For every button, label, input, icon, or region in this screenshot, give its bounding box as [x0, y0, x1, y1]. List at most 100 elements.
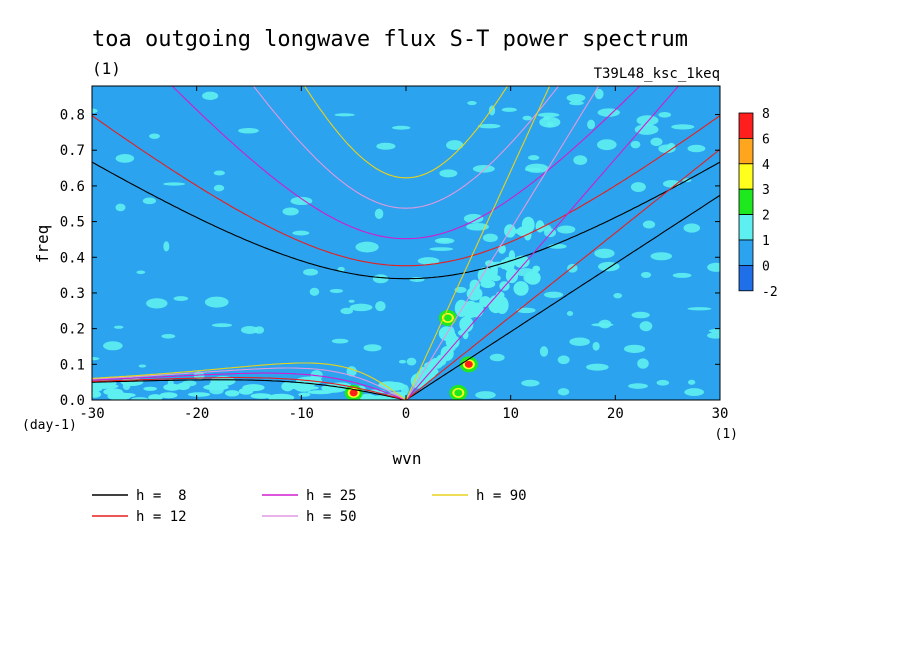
field-patch — [146, 298, 168, 309]
field-patch — [557, 225, 576, 234]
field-patch — [630, 182, 646, 193]
rossby-curve-h90 — [92, 362, 407, 400]
field-patch — [569, 100, 584, 106]
field-patch — [522, 115, 532, 121]
field-patch — [439, 169, 458, 178]
field-patch — [417, 371, 429, 386]
field-patch — [417, 257, 440, 265]
title-unit: (1) — [92, 59, 121, 78]
x-tick-label: 30 — [712, 406, 729, 422]
legend-label: h = 90 — [476, 488, 527, 504]
field-patch — [131, 397, 149, 400]
x-tick-label: -20 — [184, 406, 209, 422]
field-patch — [204, 296, 229, 308]
field-patch — [613, 292, 623, 299]
field-patch — [447, 326, 456, 345]
field-patch — [138, 364, 147, 368]
kelvin-curve-h12 — [405, 148, 720, 400]
field-patch — [639, 321, 653, 332]
field-patch — [143, 386, 157, 391]
field-patch — [187, 392, 211, 397]
field-patch — [637, 358, 649, 369]
colorbar-label: 6 — [762, 132, 770, 147]
field-patch — [429, 247, 454, 251]
x-axis: -30 -20 -10 0 10 20 30 — [79, 86, 728, 422]
x-axis-label: wvn — [393, 449, 422, 468]
field-patch — [92, 391, 102, 398]
field-patch — [672, 272, 692, 278]
y-unit-label: (day-1) — [22, 418, 77, 433]
field-patch — [113, 325, 124, 329]
inertia-gravity-curve-h90 — [303, 86, 509, 179]
colorbar-swatch — [738, 163, 754, 190]
field-patch — [115, 203, 126, 212]
field-patch — [463, 213, 484, 224]
field-patch — [392, 125, 411, 130]
rossby-curve-h12 — [92, 377, 407, 400]
inertia-gravity-curve-h8 — [92, 161, 720, 280]
field-patch — [477, 123, 501, 129]
field-patch — [334, 113, 355, 117]
field-patch — [446, 140, 464, 150]
field-patch — [92, 108, 98, 114]
field-patch — [238, 127, 259, 134]
field-patch — [505, 268, 519, 284]
field-patch — [224, 390, 240, 397]
field-patch — [210, 376, 236, 386]
field-patch — [586, 363, 609, 371]
colorbar-label: -2 — [762, 285, 778, 300]
field-patch — [640, 271, 652, 279]
field-patch — [587, 119, 596, 130]
field-patch — [707, 262, 720, 272]
colorbar-swatch — [738, 264, 754, 292]
colorbar-label: 2 — [762, 209, 770, 224]
legend-label: h = 50 — [306, 509, 357, 525]
run-label: T39L48_ksc_1keq — [594, 66, 720, 82]
legend: h = 8 h = 12 h = 25 h = 50 h = 90 — [92, 488, 527, 525]
field-patch — [159, 392, 178, 399]
field-patch — [495, 299, 504, 309]
field-patch — [307, 390, 333, 395]
colorbar-swatch — [738, 188, 754, 215]
field-patch — [298, 392, 311, 397]
chart-title: toa outgoing longwave flux S-T power spe… — [92, 27, 688, 52]
colorbar-swatch — [738, 137, 754, 165]
field-patch — [472, 164, 495, 173]
field-patch — [475, 391, 496, 399]
field-patch — [428, 368, 439, 375]
colorbar: 8 6 4 3 2 1 0 -2 — [738, 107, 778, 300]
field-patch — [630, 140, 641, 149]
field-patch — [708, 328, 720, 333]
legend-label: h = 12 — [136, 509, 187, 525]
field-patch — [523, 229, 532, 241]
field-patch — [687, 144, 706, 153]
field-patch — [173, 296, 189, 301]
field-patch — [591, 323, 614, 327]
field-patch — [489, 353, 505, 362]
field-patch — [524, 167, 542, 172]
y-axis-label: freq — [33, 225, 52, 264]
field-patch — [213, 184, 225, 192]
rossby-curve-h50 — [92, 367, 407, 400]
field-patch — [115, 154, 135, 163]
field-patch — [213, 170, 225, 176]
field-patch — [525, 270, 541, 285]
field-patch — [683, 223, 701, 233]
field-patch — [500, 259, 507, 270]
field-patch — [406, 357, 417, 366]
field-patch — [479, 296, 492, 307]
y-tick-label: 0.8 — [60, 108, 85, 124]
kelvin-curve-h50 — [405, 86, 600, 400]
field-patch — [203, 384, 229, 391]
field-patch — [470, 302, 484, 318]
plot-area — [92, 86, 720, 400]
field-patch — [516, 307, 536, 314]
inertia-gravity-curve-h50 — [252, 86, 560, 209]
y-tick-label: 0.1 — [60, 357, 85, 373]
field-patch — [292, 230, 310, 236]
inertia-gravity-curve-h12 — [92, 115, 720, 267]
field-patch — [363, 344, 382, 352]
field-patch — [477, 266, 493, 285]
field-patch — [594, 248, 615, 259]
